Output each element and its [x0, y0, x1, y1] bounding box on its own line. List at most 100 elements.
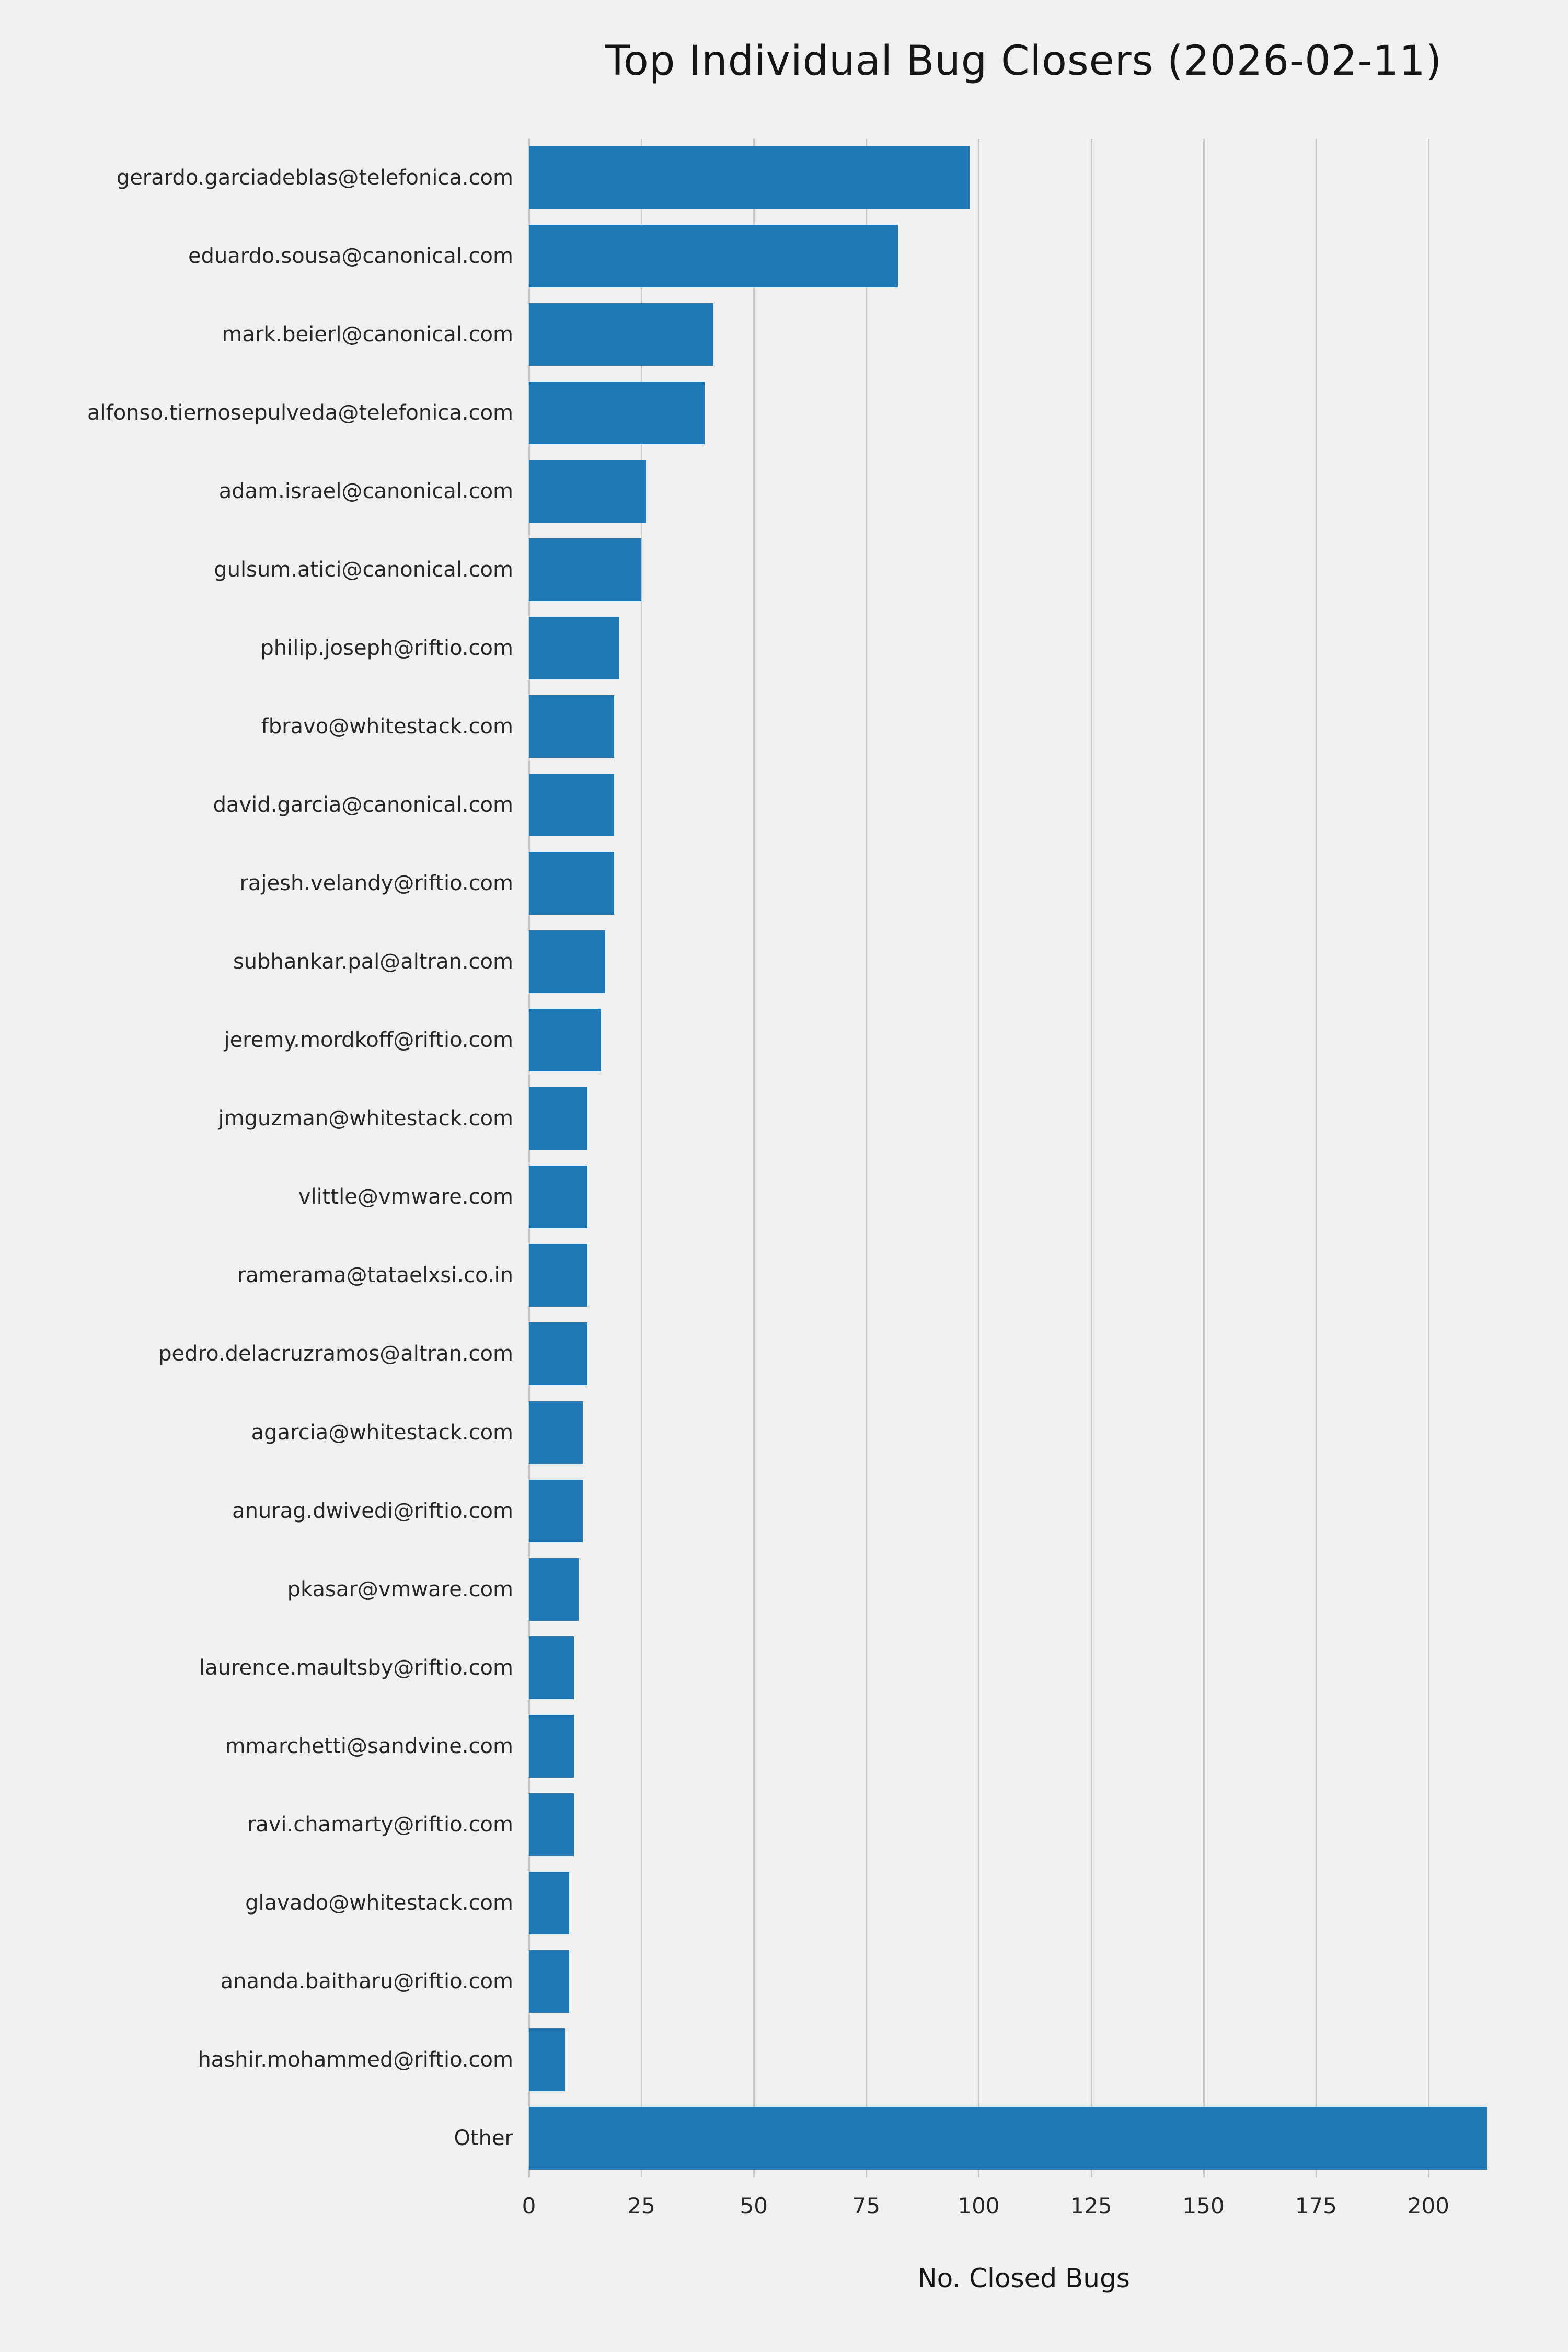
gridline — [1315, 139, 1317, 2177]
bar — [529, 1871, 570, 1934]
bar-row — [529, 295, 1518, 374]
x-tick-label: 125 — [1070, 2193, 1112, 2219]
y-axis-label: eduardo.sousa@canonical.com — [188, 244, 513, 269]
gridline — [1427, 139, 1429, 2177]
bar — [529, 1166, 587, 1229]
bar-rows — [529, 139, 1518, 2177]
y-axis: gerardo.garciadeblas@telefonica.com eduar… — [0, 139, 513, 2177]
x-tick-label: 200 — [1407, 2193, 1449, 2219]
bar-row — [529, 217, 1518, 295]
x-axis-label: No. Closed Bugs — [917, 2263, 1130, 2293]
y-axis-label: mark.beierl@canonical.com — [222, 322, 513, 347]
bar — [529, 1244, 587, 1307]
bar — [529, 774, 615, 837]
y-axis-label: jeremy.mordkoff@riftio.com — [224, 1028, 513, 1053]
y-axis-label: pkasar@vmware.com — [287, 1577, 513, 1601]
bar-row — [529, 609, 1518, 687]
bar-row — [529, 1236, 1518, 1315]
y-axis-label: hashir.mohammed@riftio.com — [198, 2047, 513, 2072]
bar-row — [529, 1472, 1518, 1550]
bar — [529, 1009, 601, 1072]
x-tick-label: 50 — [740, 2193, 768, 2219]
bar — [529, 1087, 587, 1150]
y-axis-label: subhankar.pal@altran.com — [233, 950, 513, 974]
bar-row — [529, 1079, 1518, 1158]
bar-row — [529, 2099, 1518, 2177]
bar-row — [529, 1315, 1518, 1393]
gridline — [641, 139, 643, 2177]
x-tick-label: 150 — [1182, 2193, 1225, 2219]
bar — [529, 460, 646, 523]
y-axis-label: gerardo.garciadeblas@telefonica.com — [116, 166, 513, 190]
y-axis-label: fbravo@whitestack.com — [261, 714, 513, 739]
x-tick-label: 100 — [958, 2193, 1000, 2219]
bar — [529, 852, 615, 915]
bar-row — [529, 1393, 1518, 1472]
plot-area — [528, 139, 1518, 2177]
y-axis-label: gulsum.atici@canonical.com — [214, 558, 513, 582]
y-axis-label: philip.joseph@riftio.com — [260, 636, 513, 661]
gridline — [753, 139, 755, 2177]
y-axis-label: laurence.maultsby@riftio.com — [199, 1655, 513, 1680]
x-tick-label: 75 — [852, 2193, 881, 2219]
bar-row — [529, 766, 1518, 844]
bar-row — [529, 374, 1518, 452]
gridline — [978, 139, 980, 2177]
bar-row — [529, 1550, 1518, 1629]
gridline — [1090, 139, 1092, 2177]
y-axis-label: ramerama@tataelxsi.co.in — [237, 1263, 513, 1288]
gridline — [866, 139, 868, 2177]
bar — [529, 1793, 574, 1856]
bar-row — [529, 2021, 1518, 2099]
bar — [529, 2106, 1487, 2170]
bar-row — [529, 1864, 1518, 1942]
bar-row — [529, 452, 1518, 531]
y-axis-label: pedro.delacruzramos@altran.com — [158, 1342, 513, 1366]
x-tick-label: 175 — [1295, 2193, 1337, 2219]
gridlines — [528, 139, 1518, 2177]
y-axis-label: glavado@whitestack.com — [245, 1890, 513, 1915]
y-axis-label: agarcia@whitestack.com — [251, 1420, 513, 1445]
y-axis-label: david.garcia@canonical.com — [213, 793, 513, 817]
bar-row — [529, 844, 1518, 923]
bar — [529, 303, 713, 366]
bar — [529, 1714, 574, 1778]
bar — [529, 695, 615, 758]
bar — [529, 1950, 570, 2013]
bar — [529, 1322, 587, 1386]
bar-row — [529, 1001, 1518, 1079]
bar — [529, 617, 619, 680]
bar — [529, 225, 898, 288]
y-axis-label: ananda.baitharu@riftio.com — [220, 1969, 513, 1993]
y-axis-label: Other — [454, 2126, 513, 2150]
bar — [529, 146, 970, 210]
y-axis-label: vlittle@vmware.com — [298, 1185, 513, 1209]
bar — [529, 1558, 579, 1621]
bar-row — [529, 1629, 1518, 1707]
x-tick-label: 0 — [522, 2193, 536, 2219]
bar-row — [529, 923, 1518, 1001]
y-axis-label: mmarchetti@sandvine.com — [225, 1734, 513, 1758]
bar — [529, 1479, 583, 1542]
gridline — [528, 139, 530, 2177]
bar — [529, 1401, 583, 1464]
bar — [529, 382, 705, 445]
y-axis-label: anurag.dwivedi@riftio.com — [232, 1498, 513, 1523]
bar-row — [529, 1785, 1518, 1864]
y-axis-label: rajesh.velandy@riftio.com — [239, 871, 513, 896]
y-axis-label: alfonso.tiernosepulveda@telefonica.com — [87, 401, 513, 425]
bar — [529, 2028, 565, 2091]
chart-title: Top Individual Bug Closers (2026-02-11) — [605, 38, 1443, 85]
bar-row — [529, 1707, 1518, 1785]
bar-row — [529, 531, 1518, 609]
y-axis-label: ravi.chamarty@riftio.com — [247, 1812, 513, 1837]
bar-row — [529, 687, 1518, 766]
x-axis-ticks: 0 25 50 75 100 125 150 175 200 — [522, 2193, 1518, 2230]
x-tick-label: 25 — [627, 2193, 655, 2219]
y-axis-label: jmguzman@whitestack.com — [218, 1106, 513, 1131]
bar-row — [529, 1942, 1518, 2021]
bar-row — [529, 1158, 1518, 1236]
gridline — [1203, 139, 1205, 2177]
bar-row — [529, 139, 1518, 217]
